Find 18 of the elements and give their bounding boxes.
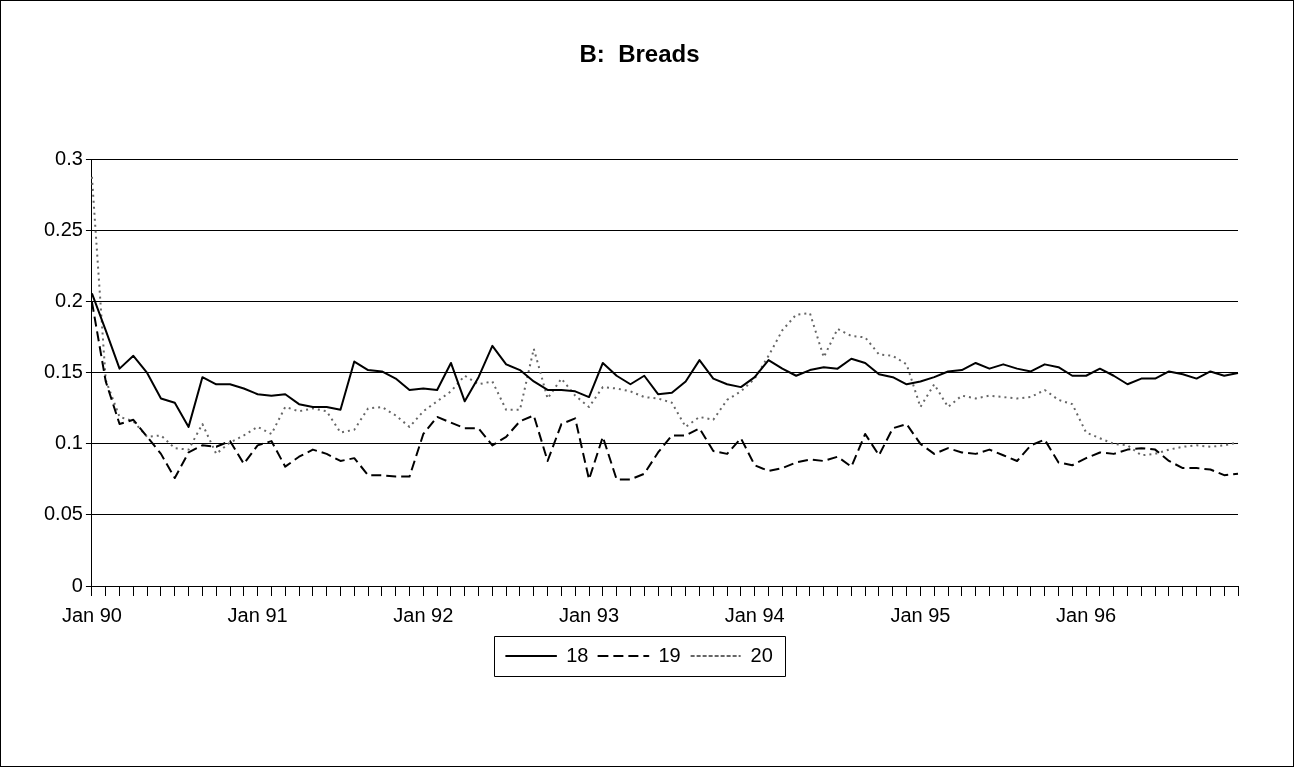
x-tick-label: Jan 96 <box>1056 603 1117 626</box>
x-tick-label: Jan 94 <box>724 603 785 626</box>
x-tick-label: Jan 93 <box>558 603 620 626</box>
y-tick-label: 0.3 <box>55 147 83 170</box>
x-tick-label: Jan 92 <box>393 603 454 626</box>
y-tick-label: 0 <box>71 573 83 596</box>
legend-label: 19 <box>658 643 681 666</box>
y-tick-label: 0.2 <box>55 289 83 312</box>
chart-title: B: Breads <box>579 40 700 68</box>
legend-label: 20 <box>750 643 773 666</box>
y-tick-label: 0.15 <box>43 360 83 383</box>
x-tick-label: Jan 95 <box>890 603 951 626</box>
y-tick-label: 0.1 <box>55 431 83 454</box>
legend-label: 18 <box>566 643 589 666</box>
x-tick-label: Jan 90 <box>61 603 122 626</box>
y-tick-label: 0.25 <box>43 218 83 241</box>
x-tick-label: Jan 91 <box>227 603 288 626</box>
y-tick-label: 0.05 <box>43 502 83 525</box>
